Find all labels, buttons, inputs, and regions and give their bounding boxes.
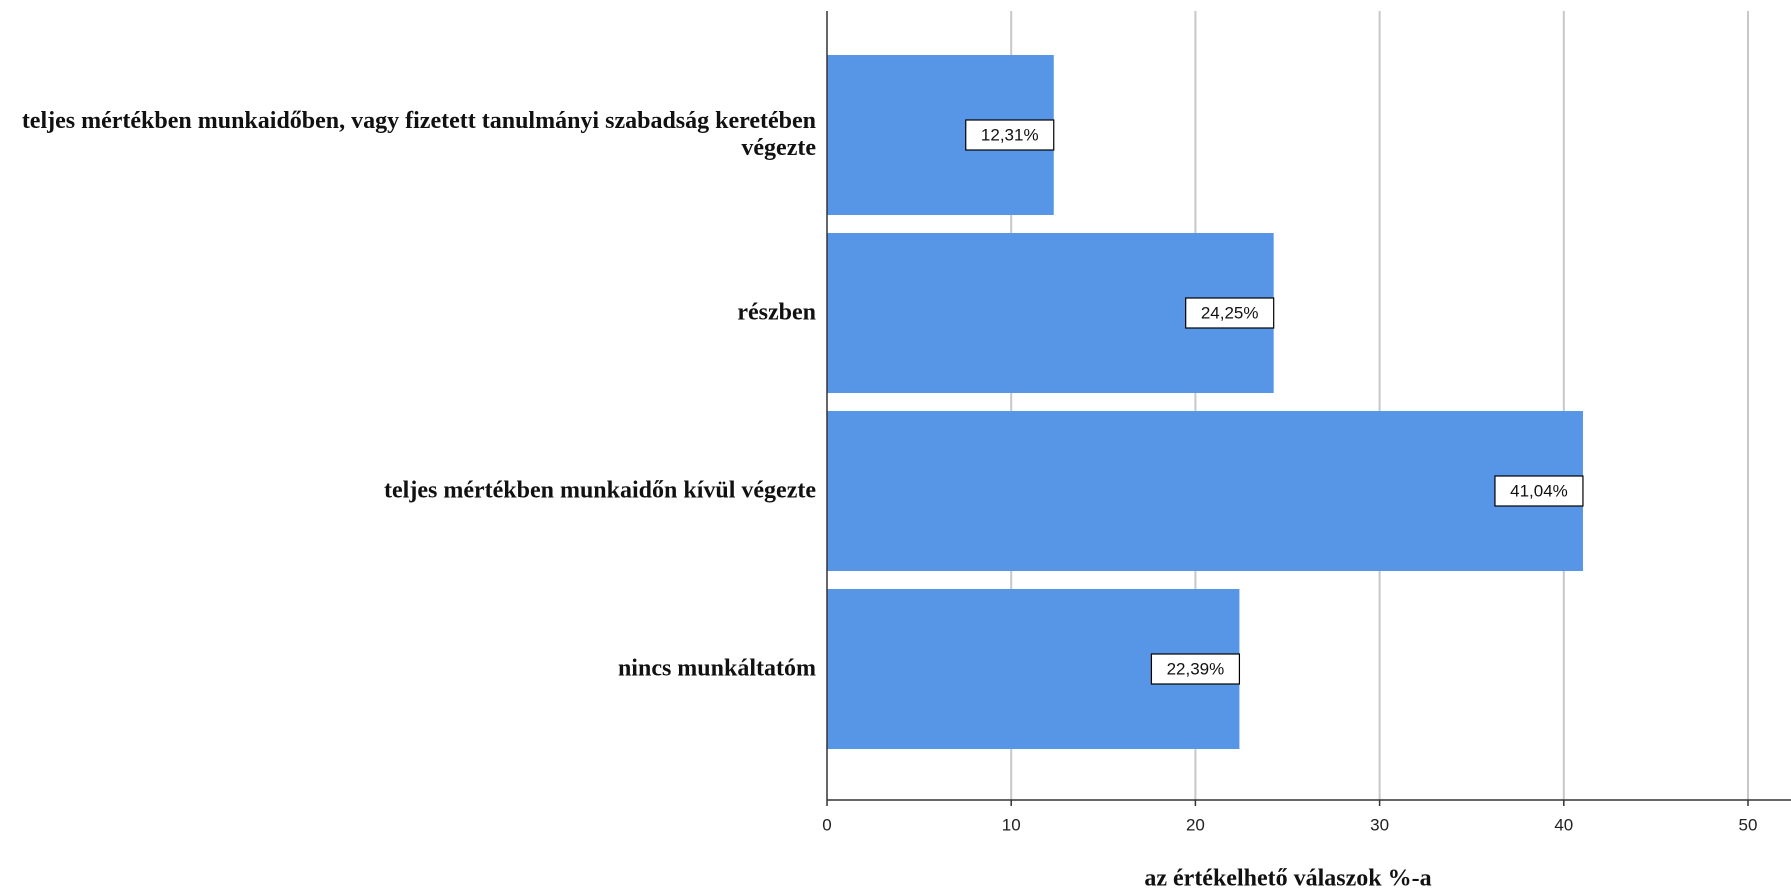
x-tick-label: 40 (1554, 815, 1573, 834)
value-label-box (1494, 475, 1584, 507)
value-label-box (1185, 297, 1275, 329)
x-tick-label: 50 (1739, 815, 1758, 834)
value-label-box (965, 119, 1055, 151)
category-label: teljes mértékben munkaidőben, vagy fizet… (21, 108, 816, 161)
x-tick-label: 10 (1002, 815, 1021, 834)
x-tick-label: 0 (822, 815, 831, 834)
x-tick-label: 20 (1186, 815, 1205, 834)
value-label: 22,39% (1167, 659, 1225, 678)
value-label: 41,04% (1510, 481, 1568, 500)
category-label: teljes mértékben munkaidőn kívül végezte (384, 477, 816, 504)
category-label: nincs munkáltatóm (617, 655, 816, 682)
value-label: 24,25% (1201, 303, 1259, 322)
x-tick-label: 30 (1370, 815, 1389, 834)
value-label-box (1150, 653, 1241, 685)
bar (827, 411, 1583, 571)
value-label: 12,31% (981, 125, 1039, 144)
category-label: részben (737, 299, 816, 326)
x-axis-label: az értékelhető válaszok %-a (1144, 866, 1431, 892)
